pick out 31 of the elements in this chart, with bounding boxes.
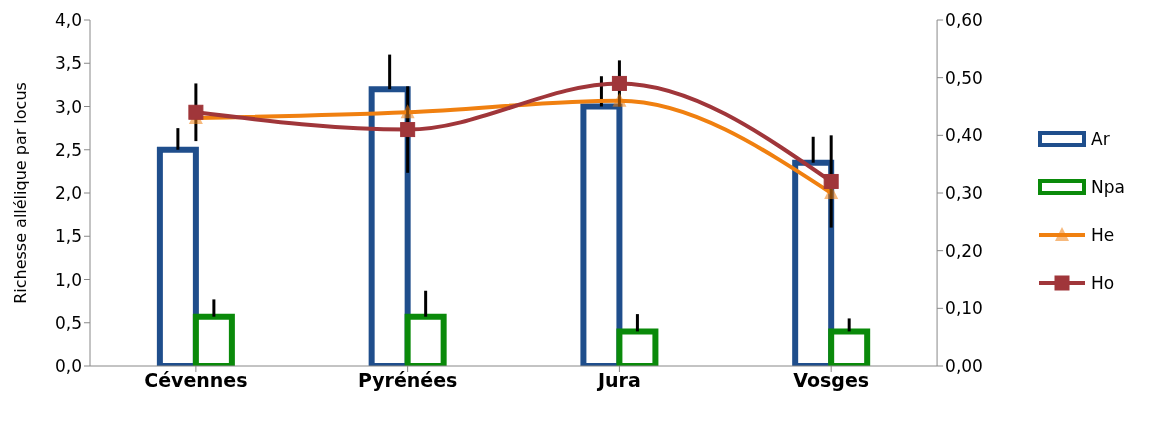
y2-tick-label: 0,10 [945,298,983,319]
legend-label: Ho [1091,272,1115,293]
y2-tick-label: 0,20 [945,240,983,261]
legend-label: Ar [1091,128,1110,149]
y-tick-label: 1,5 [54,226,82,247]
y-tick-label: 2,0 [54,183,82,204]
x-tick-label: Vosges [793,369,870,392]
y-tick-label: 3,5 [54,53,82,74]
point [612,92,627,107]
x-tick-label: Cévennes [144,369,248,392]
point [400,104,415,119]
y-tick-label: 0,0 [54,356,82,377]
legend-label: Npa [1091,176,1125,197]
y-tick-label: 3,0 [54,96,82,117]
y2-tick-label: 0,40 [945,125,983,146]
y2-tick-label: 0,60 [945,10,983,31]
y2-tick-label: 0,30 [945,183,983,204]
point [611,75,627,91]
x-tick-label: Jura [596,369,641,392]
point [400,122,416,138]
y2-tick-label: 0,50 [945,67,983,88]
y-axis-title: Richesse allélique par locus [10,82,30,304]
point [823,173,839,189]
y-tick-label: 2,5 [54,139,82,160]
point [188,104,204,120]
x-tick-label: Pyrénées [357,369,458,392]
legend-label: He [1091,224,1115,245]
y-tick-label: 4,0 [54,10,82,31]
y2-tick-label: 0,00 [945,356,983,377]
y-tick-label: 1,0 [54,269,82,290]
y-tick-label: 0,5 [54,312,82,333]
